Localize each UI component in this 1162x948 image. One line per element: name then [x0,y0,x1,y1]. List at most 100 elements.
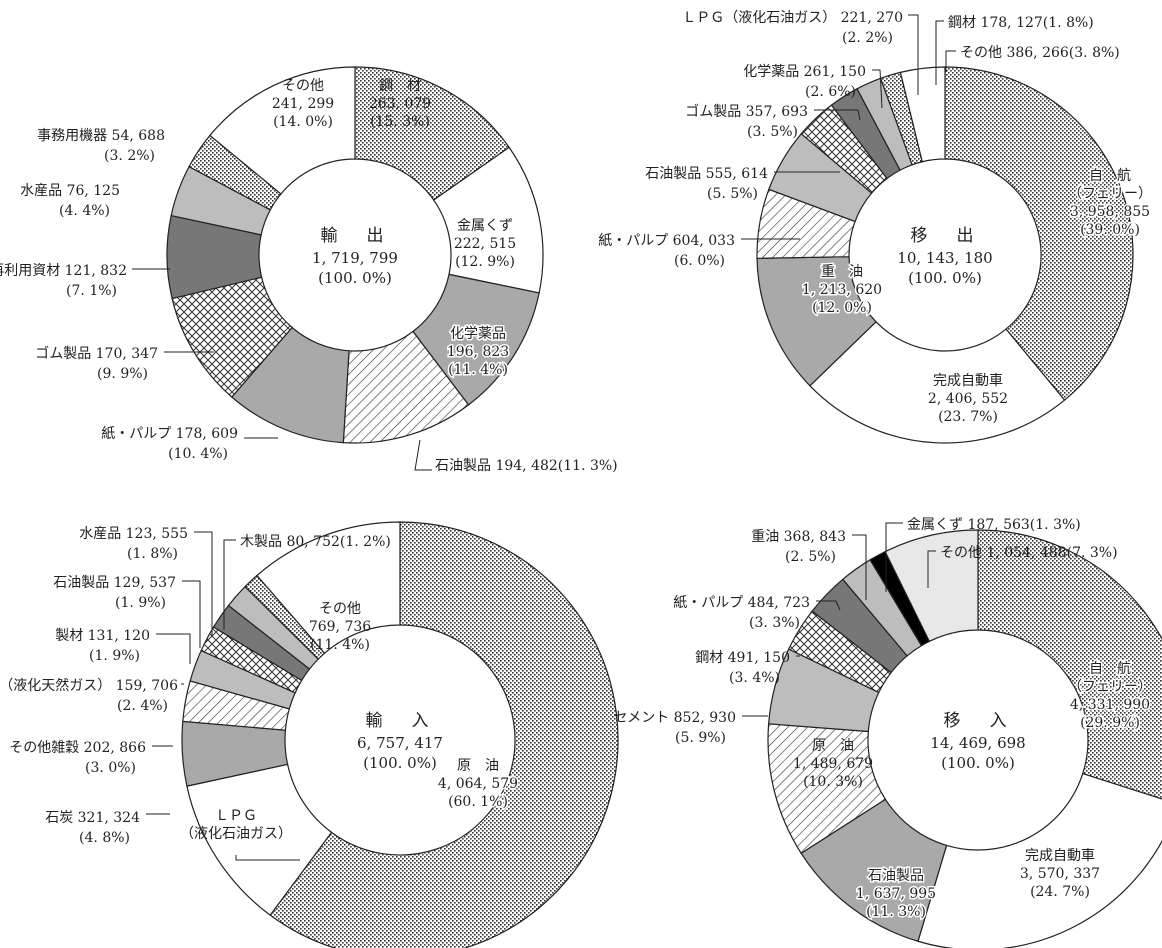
slice-value: 1, 637, 995 [856,886,936,902]
slice-label: セメント 852, 930 (5. 9%) [613,710,768,746]
slice-label: 完成自動車 2, 406, 552 (23. 7%) [928,372,1008,425]
slice-percent: (11. 4%) [448,362,508,378]
slice-value: 769, 736 [309,619,371,635]
slice-label: ゴム製品 170, 347 (9. 9%) [35,345,214,382]
leader-line [156,633,191,664]
slice-name: 石油製品 555, 614 [645,166,768,182]
slice-label: その他 241, 299 (14. 0%) [272,78,334,130]
slice-name: ＬＮＧ（液化天然ガス） 159, 706 [0,677,178,694]
slice-percent: (11. 4%) [310,637,370,653]
slice-percent: (23. 7%) [938,409,998,425]
slice-percent: (4. 4%) [59,203,110,219]
slice-label: 鋼材 178, 127(1. 8%) [935,15,1094,85]
slice-label: 紙・パルプ 484, 723 (3. 3%) [673,595,841,631]
leader-line [816,600,841,611]
slice-label: 重 油 1, 213, 620 (12. 0%) [800,263,883,318]
leader-line [927,550,936,588]
slice-label: 事務用機器 54, 688 (3. 2%) [37,128,165,164]
slice-label: その他 769, 736 (11. 4%) [309,601,371,653]
slice-label: 重油 368, 843 (2. 5%) [751,529,867,600]
slice-percent: (29. 9%) [1080,715,1140,731]
slice-label: 化学薬品 261, 150 (2. 6%) [743,64,883,109]
import-donut-chart: 原 油 4, 064, 579 (60. 1%) ＬＰＧ （液化石油ガス） 石炭 321,… [0,521,619,948]
pie-slice [209,66,356,195]
slice-name: 重 油 [821,264,863,280]
slice-percent: (10. 4%) [168,446,228,462]
slice-percent: (3. 4%) [729,670,780,686]
slice-label: 金属くず 222, 515 (12. 9%) [454,218,516,270]
slice-name: 完成自動車 [933,372,1003,389]
slice-label: その他 386, 266(3. 8%) [945,45,1120,72]
slice-name: 化学薬品 [450,326,506,342]
slice-label: 紙・パルプ 178, 609 (10. 4%) [101,426,278,462]
donut-center-label: 移 入 14, 469, 698 (100. 0%) [930,711,1025,772]
slice-percent: (5. 5%) [707,186,758,202]
slice-percent: (12. 0%) [812,300,872,316]
center-total: 6, 757, 417 [357,734,443,752]
slice-value: 1, 213, 620 [802,282,882,298]
slice-percent: (9. 9%) [97,366,148,382]
slice-name: 紙・パルプ 484, 723 [673,595,810,611]
slice-percent: (1. 9%) [115,595,166,611]
slice-value: 3, 570, 337 [1020,866,1100,882]
slice-label: 製材 131, 120 (1. 9%) [55,628,191,664]
center-share: (100. 0%) [318,269,392,287]
slice-label: 自 航 （フェリー） 3, 958, 855 (39. 0%) [1067,167,1154,240]
slice-value: 4, 331, 990 [1070,697,1150,713]
slice-percent: (7. 1%) [66,283,117,299]
slice-label: 自 航 （フェリー） 4, 331, 990 (29. 9%) [1067,660,1154,733]
slice-name: 完成自動車 [1025,847,1095,864]
slice-name: 事務用機器 54, 688 [37,128,165,144]
slice-label: 水産品 76, 125 (4. 4%) [20,183,120,219]
slice-name: ゴム製品 170, 347 [35,345,158,362]
slice-percent: (3. 5%) [747,124,798,140]
slice-label: ＬＮＧ（液化天然ガス） 159, 706 (2. 4%) [0,677,184,714]
slice-name: （フェリー） [1068,186,1152,202]
slice-name: 紙・パルプ 178, 609 [101,426,238,442]
slice-value: 241, 299 [272,96,334,112]
outbound-domestic-donut-chart: 自 航 （フェリー） 3, 958, 855 (39. 0%) 完成自動車 2, 406,… [598,10,1154,444]
slice-name: その他 [319,601,361,617]
slice-value: 2, 406, 552 [928,391,1008,407]
center-share: (100. 0%) [908,269,982,287]
leader-line [872,69,883,109]
slice-label: 木製品 80, 752(1. 2%) [223,534,391,630]
slice-name: 鋼材 178, 127(1. 8%) [948,15,1094,31]
slice-name: セメント 852, 930 [613,710,736,726]
export-donut-chart: 鋼 材 263, 079 (15. 3%) 金属くず 222, 515 (12. 9%) 化… [0,66,618,474]
slice-percent: (3. 2%) [104,148,155,164]
slice-name: 石油製品 [868,868,924,884]
slice-name: 製材 131, 120 [55,628,150,644]
slice-label: 完成自動車 3, 570, 337 (24. 7%) [1020,847,1100,900]
slice-name: 鋼材 491, 150 [695,650,790,666]
center-total: 1, 719, 799 [312,249,398,267]
slice-value: 222, 515 [454,236,516,252]
inbound-domestic-donut-chart: 自 航 （フェリー） 4, 331, 990 (29. 9%) 完成自動車 3, 570,… [613,517,1162,948]
slice-label: 石油製品 194, 482(11. 3%) [414,439,618,474]
slice-name: 自 航 [1089,661,1131,677]
donut-center-label: 輸 入 6, 757, 417 (100. 0%) [357,711,443,772]
donut-center-label: 輸 出 1, 719, 799 (100. 0%) [312,226,398,287]
pie-slice [809,320,1066,444]
slice-value: 196, 823 [447,344,509,360]
slice-percent: (5. 9%) [675,730,726,746]
slice-value: 4, 064, 579 [438,776,518,792]
slice-label: 水産品 123, 555 (1. 8%) [79,526,213,637]
leader-line [223,539,236,630]
slice-name: 自 航 [1089,168,1131,184]
slice-percent: (3. 3%) [749,615,800,631]
slice-name: 原 油 [812,738,854,754]
slice-label: 紙・パルプ 604, 033 (6. 0%) [598,233,800,269]
slice-label: 原 油 1, 489, 679 (10. 3%) [793,738,873,790]
slice-name: 再利用資材 121, 832 [0,263,127,279]
slice-percent: (14. 0%) [273,114,333,130]
slice-percent: (2. 2%) [842,30,893,46]
slice-name: 木製品 80, 752(1. 2%) [240,534,391,550]
donut-center-label: 移 出 10, 143, 180 (100. 0%) [897,226,992,287]
slice-label: 原 油 4, 064, 579 (60. 1%) [436,757,519,812]
pie-slice [899,66,946,163]
slice-name: ゴム製品 357, 693 [685,103,808,120]
center-share: (100. 0%) [941,754,1015,772]
center-total: 14, 469, 698 [930,734,1025,752]
slice-percent: (15. 3%) [370,114,430,130]
